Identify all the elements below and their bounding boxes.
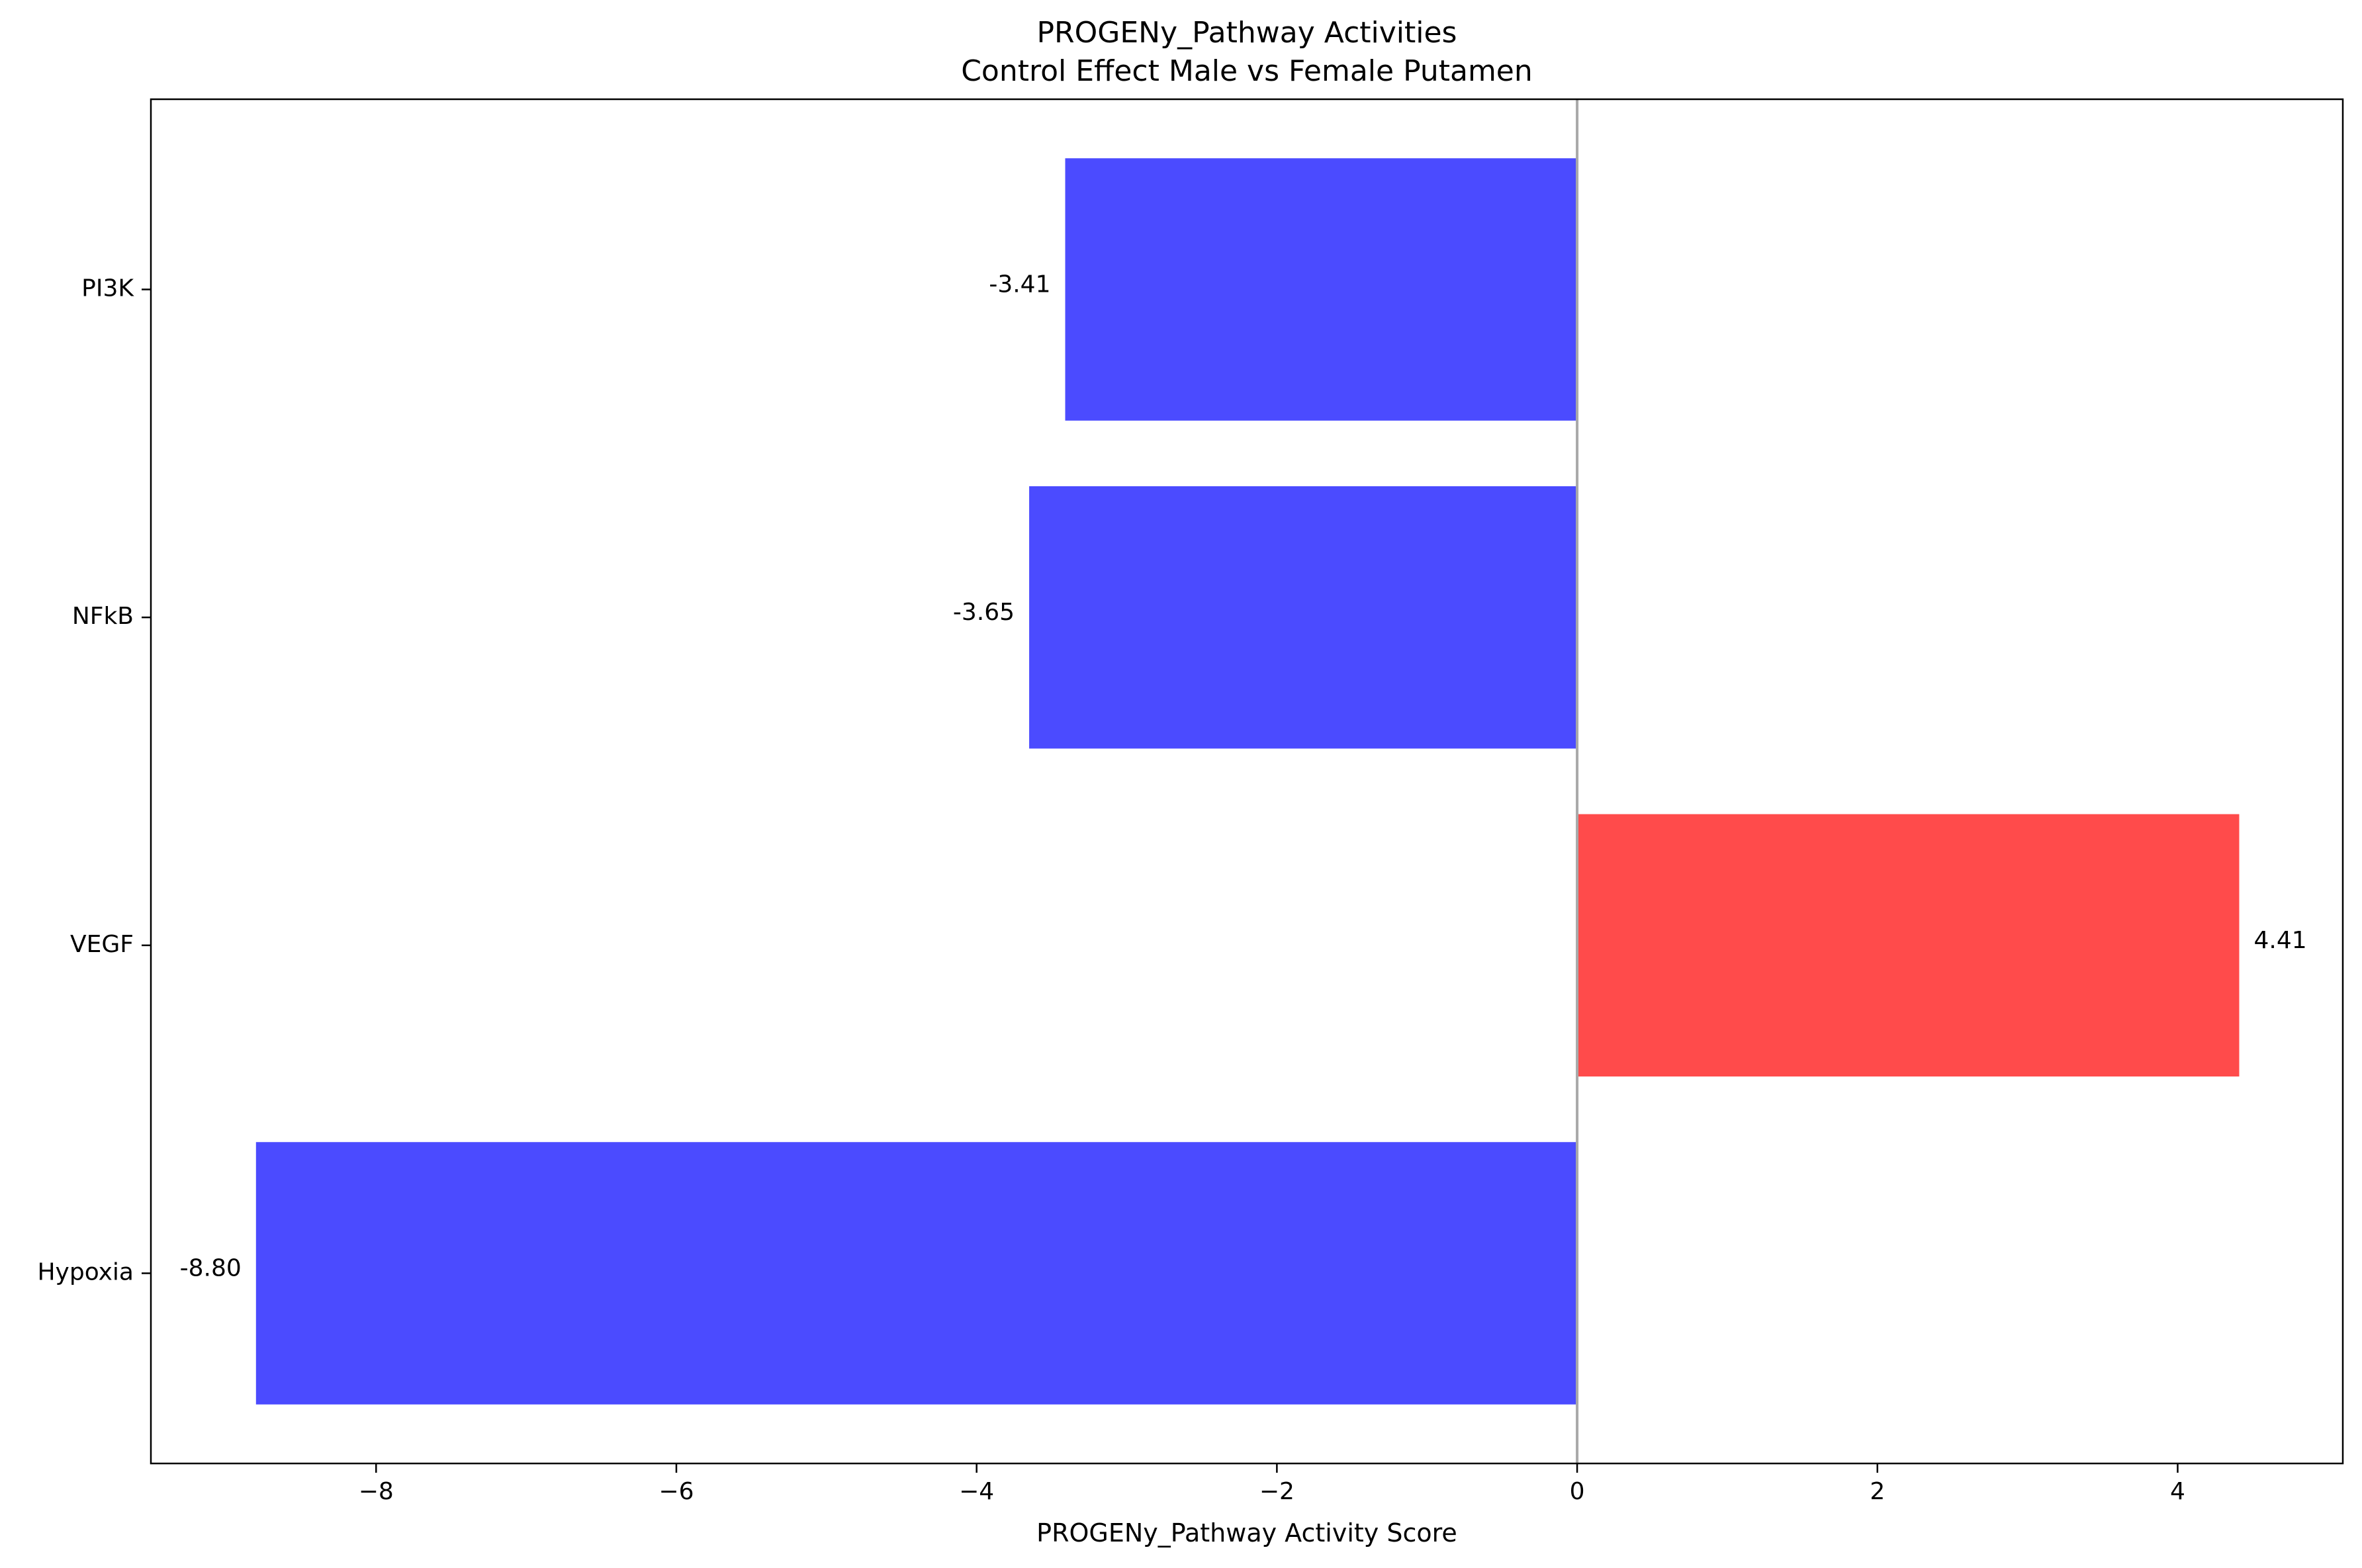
data-label-pi3k: -3.41 xyxy=(989,271,1050,298)
y-tick-label-nfkb: NFkB xyxy=(72,603,134,630)
x-axis: −8 −6 −4 −2 0 2 4 xyxy=(359,1463,2185,1505)
bar-vegf xyxy=(1577,814,2240,1077)
bar-hypoxia xyxy=(255,1142,1578,1405)
y-tick-label-pi3k: PI3K xyxy=(81,275,134,302)
chart-subtitle: Control Effect Male vs Female Putamen xyxy=(961,54,1533,88)
bar-pi3k xyxy=(1065,158,1578,421)
y-axis: PI3K NFkB VEGF Hypoxia xyxy=(37,275,151,1286)
data-label-vegf: 4.41 xyxy=(2253,927,2306,954)
data-label-nfkb: -3.65 xyxy=(953,599,1015,626)
chart-title: PROGENy_Pathway Activities xyxy=(1037,16,1457,50)
y-tick-label-vegf: VEGF xyxy=(70,931,134,958)
x-axis-label: PROGENy_Pathway Activity Score xyxy=(1036,1518,1457,1547)
x-tick-label-5: 2 xyxy=(1870,1478,1885,1505)
bar-nfkb xyxy=(1029,486,1578,749)
x-tick-label-2: −4 xyxy=(959,1478,994,1505)
x-tick-label-3: −2 xyxy=(1259,1478,1295,1505)
x-tick-label-6: 4 xyxy=(2170,1478,2185,1505)
y-tick-label-hypoxia: Hypoxia xyxy=(37,1259,134,1286)
plot-frame xyxy=(150,98,2344,1465)
x-tick-label-4: 0 xyxy=(1570,1478,1585,1505)
x-tick-label-0: −8 xyxy=(359,1478,394,1505)
data-labels-group: -3.41 -3.65 4.41 -8.80 xyxy=(180,271,2307,1282)
data-label-hypoxia: -8.80 xyxy=(180,1255,242,1282)
x-tick-label-1: −6 xyxy=(659,1478,694,1505)
bars-group xyxy=(255,158,2240,1405)
